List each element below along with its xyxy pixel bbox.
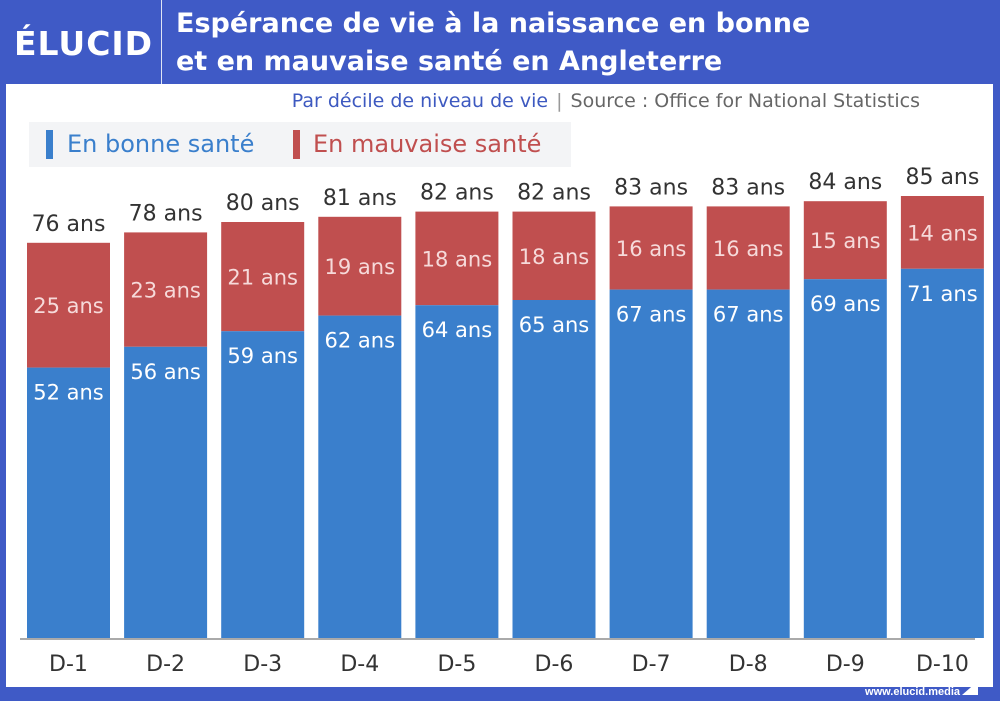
data-label-good-health-D-1: 52 ans: [33, 381, 104, 405]
data-label-good-health-D-9: 69 ans: [810, 292, 881, 316]
data-label-total-D-7: 83 ans: [614, 175, 688, 200]
x-tick-label-D-9: D-9: [826, 652, 865, 677]
bar-good-health-D-9: [803, 279, 887, 638]
subtitle-separator: |: [556, 90, 563, 112]
x-tick-label-D-10: D-10: [916, 652, 969, 677]
elucid-mark-icon: [962, 681, 978, 695]
footer-url: www.elucid.media: [865, 686, 960, 698]
data-label-good-health-D-10: 71 ans: [907, 282, 978, 306]
source-text: Source : Office for National Statistics: [570, 90, 920, 112]
subtitle: Par décile de niveau de vie | Source : Off…: [292, 90, 920, 112]
bar-good-health-D-8: [706, 289, 790, 638]
legend-label-bad-health: En mauvaise santé: [313, 130, 542, 158]
data-label-good-health-D-5: 64 ans: [422, 318, 493, 342]
data-label-good-health-D-8: 67 ans: [713, 303, 784, 327]
legend-swatch-bad-health: [293, 130, 300, 159]
data-label-total-D-8: 83 ans: [711, 175, 785, 200]
chart-title: Espérance de vie à la naissance en bonne…: [176, 5, 810, 81]
x-tick-label-D-3: D-3: [243, 652, 282, 677]
data-label-good-health-D-3: 59 ans: [227, 344, 298, 368]
bar-bad-health-D-4: [318, 216, 402, 316]
data-label-total-D-6: 82 ans: [517, 181, 591, 206]
bar-bad-health-D-8: [706, 206, 790, 290]
data-label-bad-health-D-2: 23 ans: [130, 279, 201, 303]
bar-good-health-D-2: [124, 346, 208, 638]
data-label-bad-health-D-7: 16 ans: [616, 237, 687, 261]
x-tick-label-D-4: D-4: [340, 652, 379, 677]
data-label-bad-health-D-5: 18 ans: [422, 247, 493, 271]
title-line-1: Espérance de vie à la naissance en bonne: [176, 8, 811, 39]
data-label-total-D-10: 85 ans: [905, 165, 979, 190]
bar-good-health-D-4: [318, 315, 402, 638]
bar-good-health-D-6: [512, 300, 596, 638]
data-label-bad-health-D-9: 15 ans: [810, 229, 881, 253]
bar-good-health-D-10: [900, 268, 984, 638]
data-label-total-D-5: 82 ans: [420, 181, 494, 206]
data-label-total-D-9: 84 ans: [808, 170, 882, 195]
data-label-bad-health-D-3: 21 ans: [227, 266, 298, 290]
bar-bad-health-D-10: [900, 196, 984, 269]
bar-bad-health-D-6: [512, 211, 596, 300]
bar-bad-health-D-5: [415, 211, 499, 306]
data-label-bad-health-D-6: 18 ans: [519, 245, 590, 269]
data-label-bad-health-D-8: 16 ans: [713, 237, 784, 261]
x-tick-label-D-7: D-7: [632, 652, 671, 677]
data-label-bad-health-D-1: 25 ans: [33, 294, 104, 318]
data-label-good-health-D-6: 65 ans: [519, 313, 590, 337]
bar-bad-health-D-3: [221, 222, 305, 332]
x-tick-label-D-8: D-8: [729, 652, 768, 677]
bar-bad-health-D-2: [124, 232, 208, 347]
bar-good-health-D-7: [609, 289, 693, 638]
data-label-good-health-D-2: 56 ans: [130, 360, 201, 384]
bar-good-health-D-5: [415, 305, 499, 638]
data-label-total-D-2: 78 ans: [129, 201, 203, 226]
x-tick-label-D-6: D-6: [535, 652, 574, 677]
legend-label-good-health: En bonne santé: [67, 130, 255, 158]
x-tick-label-D-1: D-1: [49, 652, 88, 677]
data-label-bad-health-D-10: 14 ans: [907, 221, 978, 245]
legend: En bonne santé En mauvaise santé: [29, 122, 571, 167]
legend-swatch-good-health: [46, 130, 53, 159]
bar-bad-health-D-7: [609, 206, 693, 290]
subtitle-text: Par décile de niveau de vie: [291, 90, 549, 112]
elucid-logo: ÉLUCID: [14, 24, 154, 63]
x-tick-label-D-5: D-5: [437, 652, 476, 677]
data-label-total-D-4: 81 ans: [323, 186, 397, 211]
header: ÉLUCID Espérance de vie à la naissance e…: [0, 0, 1000, 84]
title-line-2: et en mauvaise santé en Angleterre: [176, 46, 723, 77]
data-label-total-D-3: 80 ans: [226, 191, 300, 216]
bar-bad-health-D-1: [27, 242, 110, 368]
data-label-good-health-D-7: 67 ans: [616, 303, 687, 327]
bar-bad-health-D-9: [803, 201, 887, 280]
data-label-total-D-1: 76 ans: [32, 212, 106, 237]
x-tick-label-D-2: D-2: [146, 652, 185, 677]
data-label-bad-health-D-4: 19 ans: [325, 255, 396, 279]
bar-good-health-D-1: [27, 367, 110, 638]
data-label-good-health-D-4: 62 ans: [325, 329, 396, 353]
header-divider: [161, 0, 162, 84]
bar-good-health-D-3: [221, 331, 305, 638]
